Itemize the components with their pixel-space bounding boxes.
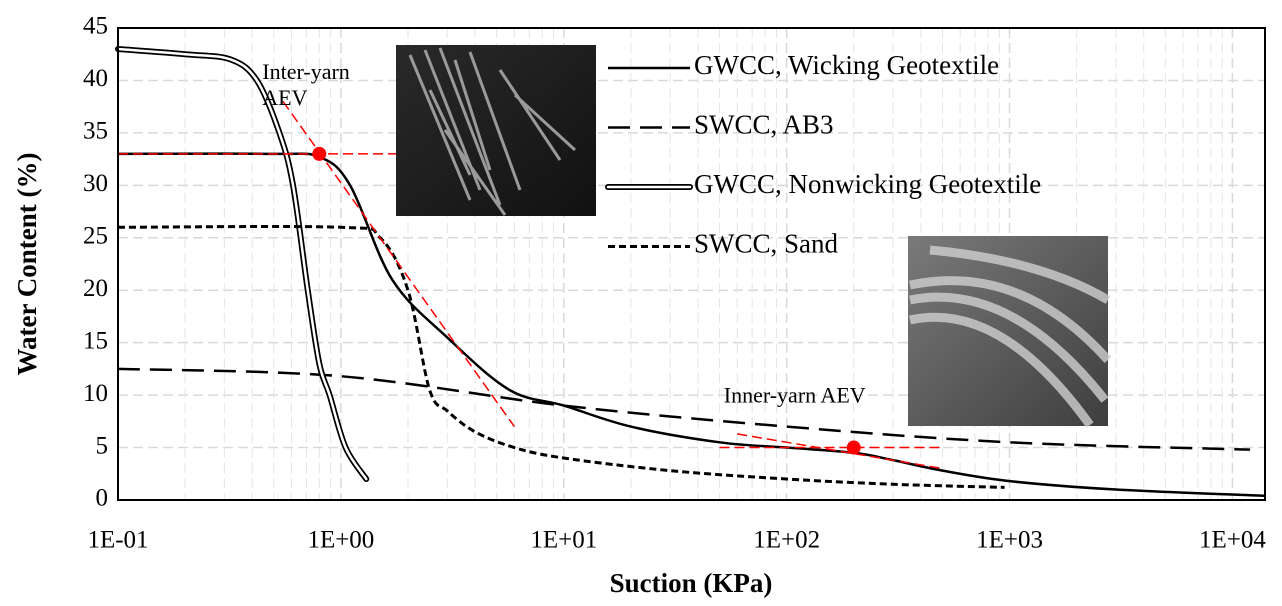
x-tick-label: 1E-01 <box>87 527 148 554</box>
y-axis-title: Water Content (%) <box>12 153 42 376</box>
y-tick-label: 40 <box>83 65 108 92</box>
y-tick-label: 30 <box>83 170 108 197</box>
annotation-label: AEV <box>262 85 307 110</box>
y-tick-label: 25 <box>83 223 108 250</box>
x-tick-label: 1E+01 <box>530 527 597 554</box>
series-line <box>117 152 1266 498</box>
x-tick-label: 1E+02 <box>753 527 820 554</box>
y-tick-label: 5 <box>96 432 109 459</box>
series-line <box>117 367 1251 451</box>
x-tick-label: 1E+00 <box>307 527 374 554</box>
legend-label: GWCC, Wicking Geotextile <box>694 50 999 80</box>
sem-image <box>396 45 596 216</box>
annotation-label: Inner-yarn AEV <box>724 383 866 408</box>
sem-image <box>908 236 1112 428</box>
annotation-label: Inter-yarn <box>262 59 350 84</box>
y-tick-label: 35 <box>83 118 108 145</box>
legend-label: SWCC, AB3 <box>694 110 834 140</box>
y-tick-label: 0 <box>96 485 109 512</box>
y-tick-label: 20 <box>83 275 108 302</box>
series-line <box>116 47 368 481</box>
annotation-line <box>737 433 943 470</box>
x-tick-label: 1E+04 <box>1199 527 1266 554</box>
y-tick-label: 15 <box>83 327 108 354</box>
x-axis-title: Suction (KPa) <box>610 568 773 598</box>
y-tick-label: 45 <box>83 13 108 40</box>
annotation-point <box>846 440 861 455</box>
plot <box>115 45 1266 498</box>
legend-label: GWCC, Nonwicking Geotextile <box>694 169 1041 199</box>
series-line-outline <box>115 45 370 483</box>
legend-label: SWCC, Sand <box>694 229 839 259</box>
y-tick-label: 10 <box>83 380 108 407</box>
x-tick-label: 1E+03 <box>976 527 1043 554</box>
annotation-point <box>312 146 327 161</box>
plot-frame <box>117 27 1266 501</box>
